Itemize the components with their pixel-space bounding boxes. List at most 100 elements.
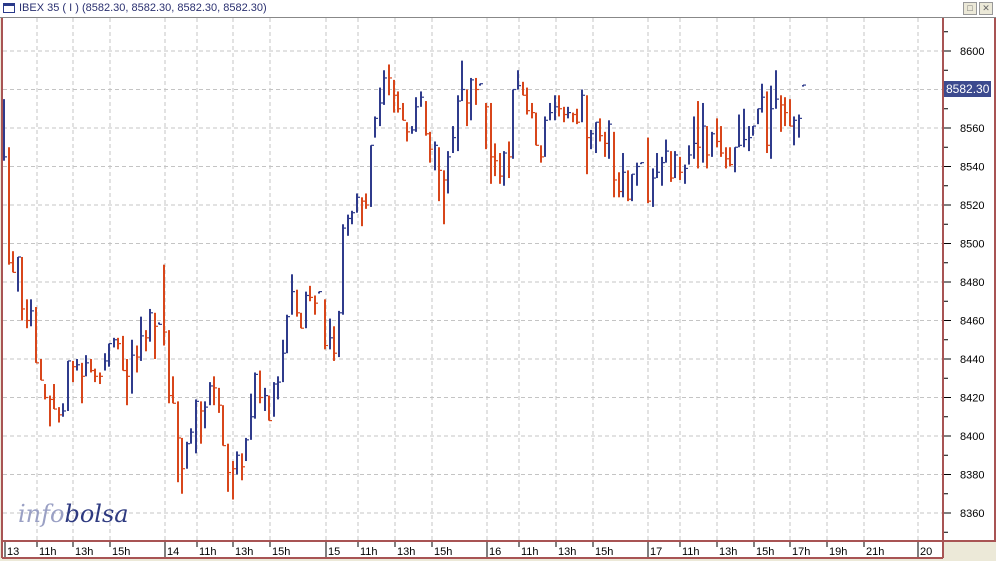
ohlc-bar (554, 95, 558, 121)
ohlc-bar (99, 372, 103, 385)
ohlc-bar (49, 395, 53, 427)
ohlc-bar (494, 143, 498, 177)
ohlc-bar (72, 360, 76, 383)
x-tick-label: 15h (112, 546, 130, 558)
ohlc-bar (420, 91, 424, 107)
ohlc-bar (117, 337, 121, 350)
ohlc-bar (158, 322, 162, 325)
y-tick-label: 8360 (960, 508, 984, 520)
x-tick-label: 16 (489, 546, 501, 558)
ohlc-bar (62, 403, 66, 417)
x-tick-label: 13h (75, 546, 93, 558)
ohlc-bar (383, 70, 387, 105)
ohlc-bar (640, 162, 644, 165)
ohlc-bar (485, 102, 489, 150)
ohlc-bar (90, 359, 94, 373)
ohlc-bar (503, 151, 507, 186)
ohlc-bar (415, 97, 419, 132)
ohlc-bar (563, 106, 567, 123)
ohlc-bar (379, 87, 383, 127)
ohlc-bar (227, 443, 231, 492)
ohlc-bar (254, 372, 258, 419)
ohlc-bar (181, 437, 185, 494)
ohlc-bar (775, 70, 779, 109)
ohlc-bar (618, 172, 622, 198)
ohlc-bar (342, 224, 346, 315)
x-tick-label: 14 (167, 546, 179, 558)
window-title-bar: IBEX 35 ( I ) (8582.30, 8582.30, 8582.30… (0, 0, 996, 18)
ohlc-bar (586, 95, 590, 175)
ohlc-bar (512, 88, 516, 159)
ohlc-bar (172, 376, 176, 404)
ohlc-bar (309, 285, 313, 302)
ohlc-bar (581, 89, 585, 123)
ohlc-bar (338, 310, 342, 358)
close-button[interactable]: ✕ (979, 2, 993, 15)
ohlc-bar (108, 343, 112, 367)
ohlc-bar (590, 129, 594, 150)
window-title: IBEX 35 ( I ) (8582.30, 8582.30, 8582.30… (19, 2, 267, 14)
x-axis: 13 11h 13h 15h 14 11h 13h 15h 15 11h 13h 15h 16 11h 13… (4, 542, 932, 558)
ohlc-bar (725, 147, 729, 169)
ohlc-bar (296, 289, 300, 317)
ohlc-bar (250, 393, 254, 440)
ohlc-bar (558, 95, 562, 117)
x-tick-label: 19h (829, 546, 847, 558)
ohlc-bar (241, 453, 245, 481)
ohlc-bar (149, 308, 153, 342)
ohlc-bar (329, 318, 333, 350)
ohlc-bar (67, 360, 71, 411)
ohlc-bar (122, 335, 126, 372)
ohlc-bar (163, 264, 167, 346)
ohlc-bar (567, 106, 571, 119)
last-price-badge: 8582.30 (944, 81, 992, 97)
x-tick-label: 11h (360, 546, 378, 558)
ohlc-bar (104, 353, 108, 371)
ohlc-bar (572, 112, 576, 123)
y-axis: 8360 8380 8400 8420 8440 8460 8480 8500 8520 8540… (944, 31, 984, 533)
ohlc-bar (264, 387, 268, 411)
ohlc-bar (793, 116, 797, 146)
ohlc-bar (508, 141, 512, 179)
ohlc-bar (145, 330, 149, 352)
ohlc-bar (576, 108, 580, 125)
ohlc-bar (479, 83, 483, 86)
ohlc-bar (627, 170, 631, 202)
ohlc-bar (738, 114, 742, 148)
x-tick-label: 13h (397, 546, 415, 558)
ohlc-bar (126, 359, 130, 406)
ohlc-bar (190, 428, 194, 444)
x-tick-label: 13 (7, 546, 19, 558)
ohlc-bar (397, 91, 401, 113)
ohlc-bar (245, 437, 249, 462)
ohlc-bar (608, 120, 612, 159)
ohlc-bar (140, 316, 144, 361)
y-tick-label: 8520 (960, 200, 984, 212)
ohlc-bar (535, 112, 539, 146)
x-tick-label: 11h (682, 546, 700, 558)
ohlc-bar (218, 387, 222, 413)
ohlc-bar (780, 95, 784, 132)
restore-icon: □ (967, 3, 973, 13)
ohlc-bar (475, 77, 479, 105)
ohlc-bar (12, 251, 16, 273)
y-tick-label: 8460 (960, 316, 984, 328)
ohlc-bar (40, 359, 44, 381)
ohlc-bar (438, 147, 442, 202)
x-axis-area (2, 542, 943, 558)
ohlc-bar (656, 153, 660, 179)
restore-button[interactable]: □ (963, 2, 977, 15)
logo-part-bolsa: bolsa (64, 500, 129, 528)
ohlc-bar (333, 326, 337, 361)
x-tick-label: 17h (792, 546, 810, 558)
ohlc-bar (789, 99, 793, 127)
ohlc-bar (195, 399, 199, 454)
ohlc-bar (402, 102, 406, 121)
ohlc-bar (531, 102, 535, 119)
ohlc-bar (622, 153, 626, 198)
ohlc-bar (761, 83, 765, 113)
ohlc-bar (549, 102, 553, 121)
ohlc-bar (300, 312, 304, 329)
ohlc-bar (526, 87, 530, 115)
y-tick-label: 8400 (960, 431, 984, 443)
